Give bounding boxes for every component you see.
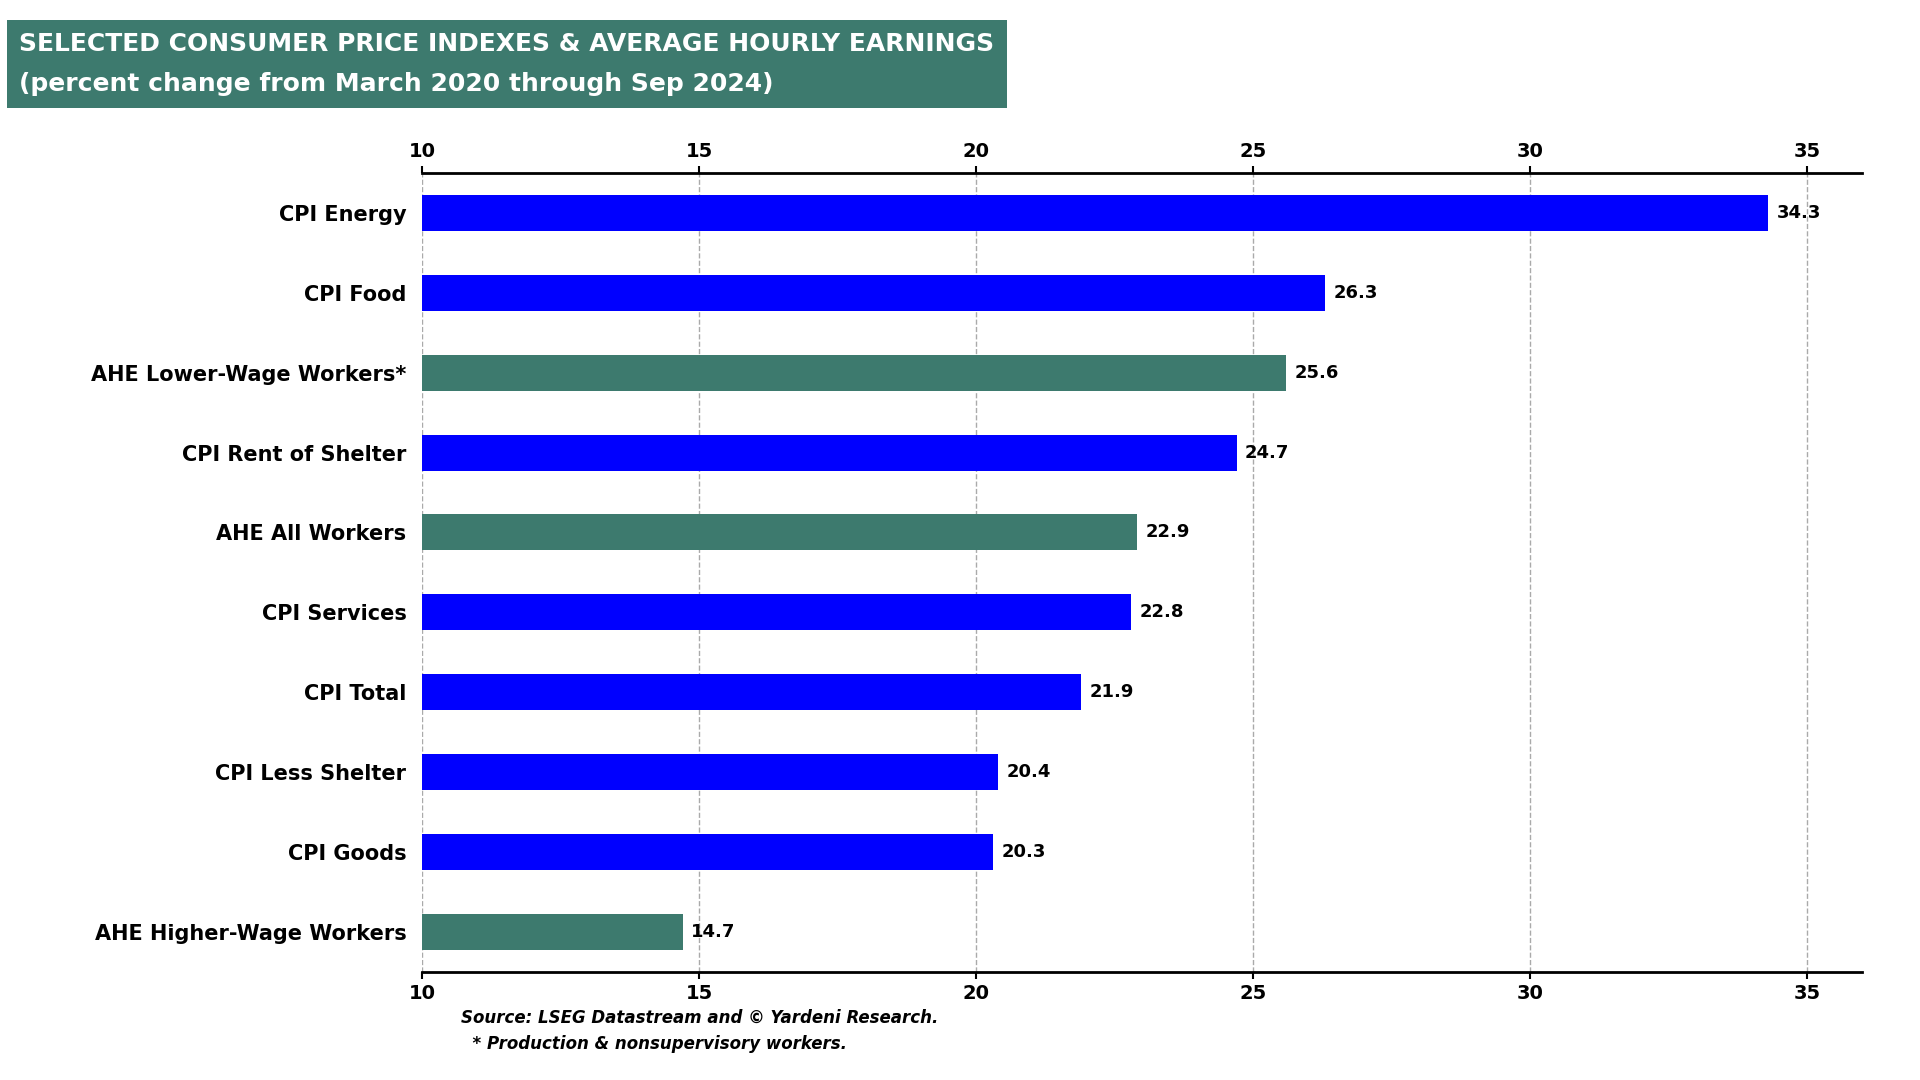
Text: Source: LSEG Datastream and © Yardeni Research.
  * Production & nonsupervisory : Source: LSEG Datastream and © Yardeni Re… bbox=[461, 1009, 939, 1053]
Bar bbox=[422, 274, 1325, 311]
Bar bbox=[422, 434, 1236, 471]
Text: 22.8: 22.8 bbox=[1140, 604, 1185, 621]
Bar bbox=[422, 194, 1768, 231]
Text: 34.3: 34.3 bbox=[1776, 204, 1820, 221]
Bar bbox=[422, 834, 993, 870]
Text: 21.9: 21.9 bbox=[1091, 684, 1135, 701]
Text: 20.4: 20.4 bbox=[1006, 764, 1050, 781]
Text: SELECTED CONSUMER PRICE INDEXES & AVERAGE HOURLY EARNINGS
(percent change from M: SELECTED CONSUMER PRICE INDEXES & AVERAG… bbox=[19, 32, 995, 96]
Text: 20.3: 20.3 bbox=[1000, 843, 1046, 861]
Bar bbox=[422, 754, 998, 791]
Text: 26.3: 26.3 bbox=[1334, 284, 1379, 301]
Bar bbox=[422, 674, 1081, 711]
Text: 22.9: 22.9 bbox=[1144, 524, 1190, 541]
Bar bbox=[422, 914, 684, 950]
Bar bbox=[422, 354, 1286, 391]
Text: 24.7: 24.7 bbox=[1244, 444, 1288, 461]
Text: 25.6: 25.6 bbox=[1294, 364, 1338, 381]
Bar bbox=[422, 594, 1131, 631]
Bar bbox=[422, 514, 1137, 551]
Text: 14.7: 14.7 bbox=[691, 923, 735, 941]
